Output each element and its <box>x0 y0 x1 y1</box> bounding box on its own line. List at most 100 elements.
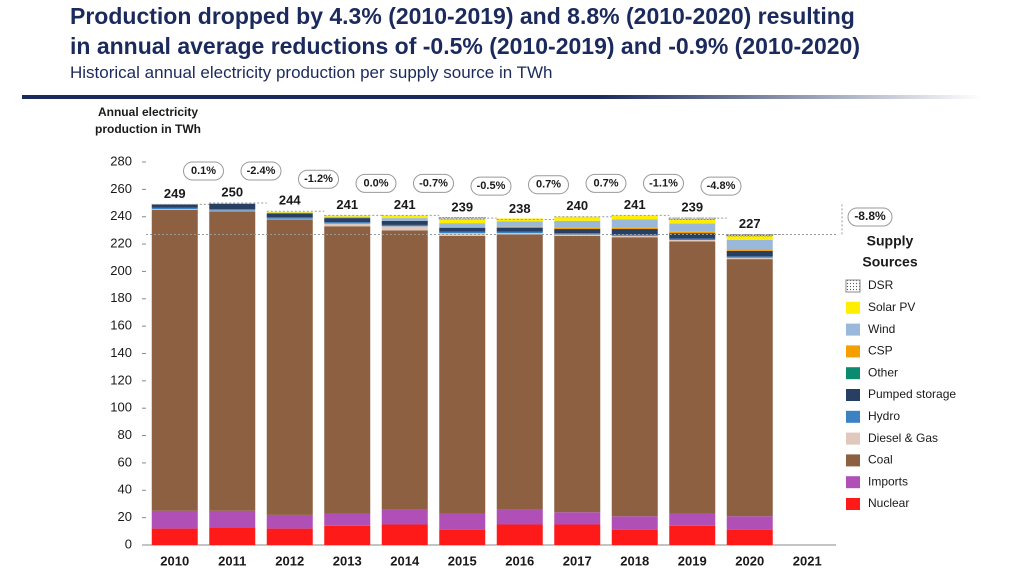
bar-segment <box>669 219 716 224</box>
change-box <box>298 169 339 189</box>
x-tick-label: 2013 <box>333 553 362 568</box>
change-box <box>470 176 512 196</box>
bar-segment <box>324 223 371 227</box>
x-tick-label: 2010 <box>160 553 189 568</box>
total-change-label: -8.8% <box>854 209 886 223</box>
y-tick-label: 20 <box>118 509 132 524</box>
change-box <box>847 207 893 227</box>
bar-segment <box>266 514 313 529</box>
bar-segment <box>381 230 428 510</box>
total-label: 238 <box>509 201 531 216</box>
legend-label: Wind <box>868 322 895 336</box>
bar-segment <box>669 238 716 240</box>
legend-label: Coal <box>868 453 893 467</box>
header-rule <box>22 95 982 99</box>
legend-swatch <box>846 367 860 380</box>
bar-segment <box>266 213 313 218</box>
change-box <box>183 161 224 181</box>
x-tick-label: 2012 <box>275 553 304 568</box>
change-box <box>700 176 742 196</box>
y-tick-label: 140 <box>110 345 132 360</box>
bar-segment <box>209 203 256 210</box>
bar-segment <box>726 257 773 260</box>
bar-segment <box>496 234 543 510</box>
bar-segment <box>669 241 716 514</box>
bar-segment <box>209 211 256 511</box>
bar-segment <box>554 233 601 235</box>
bar-segment <box>726 250 773 257</box>
change-label: -1.1% <box>649 177 678 189</box>
bar-segment <box>726 516 773 530</box>
bar-segment <box>726 259 773 517</box>
bar-segment <box>151 209 198 511</box>
bar-segment <box>669 223 716 232</box>
bar-segment <box>381 509 428 525</box>
total-label: 249 <box>164 186 186 201</box>
bar-segment <box>439 223 486 228</box>
subtitle: Historical annual electricity production… <box>70 63 553 82</box>
legend-label: Other <box>868 365 898 379</box>
y-tick-label: 240 <box>110 208 132 223</box>
bar-segment <box>611 229 658 235</box>
legend-label: DSR <box>868 278 894 292</box>
bar-segment <box>611 516 658 530</box>
y-axis-label: production in TWh <box>95 122 201 136</box>
legend-swatch <box>846 476 860 489</box>
legend-title: Supply <box>867 233 914 249</box>
change-label: -1.2% <box>304 173 333 185</box>
bar-segment <box>726 249 773 251</box>
bar-segment <box>266 212 313 214</box>
bar-segment <box>496 218 543 222</box>
x-tick-label: 2015 <box>448 553 477 568</box>
bar-segment <box>324 218 371 223</box>
y-tick-label: 120 <box>110 372 132 387</box>
bar-segment <box>669 239 716 242</box>
bar-segment <box>669 231 716 234</box>
y-tick-label: 80 <box>118 427 132 442</box>
bar-segment <box>439 231 486 234</box>
legend-title: Sources <box>862 254 917 270</box>
y-axis-label: Annual electricity <box>98 105 198 119</box>
x-tick-label: 2021 <box>793 553 822 568</box>
y-tick-label: 260 <box>110 181 132 196</box>
bar-segment <box>611 215 658 220</box>
legend-label: Imports <box>868 474 908 488</box>
legend-label: Diesel & Gas <box>868 431 938 445</box>
legend-swatch <box>846 410 860 423</box>
bar-segment <box>266 528 313 545</box>
change-label: 0.0% <box>363 177 388 189</box>
bar-segment <box>324 226 371 514</box>
bar-segment <box>611 529 658 545</box>
change-label: -4.8% <box>707 180 736 192</box>
legend-swatch <box>846 432 860 445</box>
legend-label: Solar PV <box>868 300 915 314</box>
legend-label: Pumped storage <box>868 387 956 401</box>
bar-segment <box>266 211 313 213</box>
x-tick-label: 2020 <box>735 553 764 568</box>
bar-segment <box>668 217 716 220</box>
total-label: 250 <box>221 184 243 199</box>
bar-segment <box>381 524 428 545</box>
bar-segment <box>438 217 486 220</box>
bar-segment <box>381 218 428 221</box>
bar-segment <box>209 527 256 545</box>
bar-segment <box>381 224 428 227</box>
bar-segment <box>381 226 428 231</box>
bar-segment <box>266 219 313 515</box>
bar-segment <box>324 216 371 219</box>
y-tick-label: 220 <box>110 236 132 251</box>
total-label: 241 <box>336 197 358 212</box>
bar-segment <box>669 513 716 526</box>
bar-segment <box>726 529 773 545</box>
y-tick-label: 0 <box>125 536 132 551</box>
legend-label: Nuclear <box>868 496 909 510</box>
y-tick-label: 180 <box>110 290 132 305</box>
bar-segment <box>611 235 658 238</box>
bar-segment <box>496 221 543 227</box>
change-label: 0.7% <box>593 177 618 189</box>
total-label: 240 <box>566 198 588 213</box>
total-label: 241 <box>394 197 416 212</box>
bar-segment <box>611 237 658 517</box>
y-tick-label: 100 <box>110 400 132 415</box>
